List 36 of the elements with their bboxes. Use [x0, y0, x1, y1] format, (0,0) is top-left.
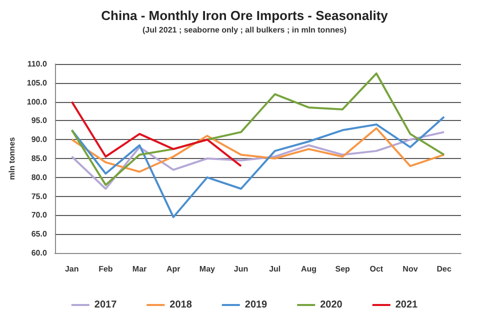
x-tick-label: Dec [436, 264, 452, 274]
line-series [70, 131, 446, 190]
x-tick-label: Aug [300, 264, 317, 274]
x-tick-label: Feb [98, 264, 113, 274]
x-tick-label: Oct [370, 264, 384, 274]
x-tick-label: Jun [234, 264, 248, 274]
y-tick-label: 110.0 [27, 60, 48, 68]
y-tick-label: 85.0 [31, 154, 48, 163]
legend-label: 2021 [395, 300, 418, 310]
chart-title: China - Monthly Iron Ore Imports - Seasonality [101, 8, 389, 23]
line-series [70, 72, 446, 186]
y-tick-label: 95.0 [31, 116, 48, 126]
x-tick-label: Sep [335, 264, 350, 274]
y-tick-label: 75.0 [31, 192, 48, 201]
line-series [70, 100, 242, 168]
x-tick-label: Nov [402, 264, 418, 274]
y-tick-label: 105.0 [26, 78, 48, 88]
y-tick-label: 70.0 [31, 210, 48, 220]
y-axis-title: mln tonnes [8, 136, 16, 180]
x-tick-label: Apr [166, 264, 180, 274]
y-tick-label: 100.0 [26, 97, 48, 106]
legend-label: 2018 [170, 300, 192, 310]
chart-subtitle: (Jul 2021 ; seaborne only ; all bulkers ; in mln tonnes) [142, 26, 347, 34]
x-tick-label: Mar [132, 264, 147, 274]
x-tick-label: Jul [269, 264, 281, 274]
legend-label: 2019 [244, 300, 268, 310]
y-tick-label: 90.0 [31, 135, 48, 144]
y-tick-label: 65.0 [31, 230, 48, 239]
y-tick-label: 80.0 [31, 172, 48, 182]
legend-label: 2017 [94, 300, 118, 310]
legend-label: 2020 [320, 300, 343, 310]
line-series [70, 116, 446, 218]
y-tick-label: 60.0 [31, 248, 48, 258]
line-series [70, 127, 446, 173]
x-tick-label: Jan [64, 264, 79, 274]
x-tick-label: May [199, 264, 216, 274]
